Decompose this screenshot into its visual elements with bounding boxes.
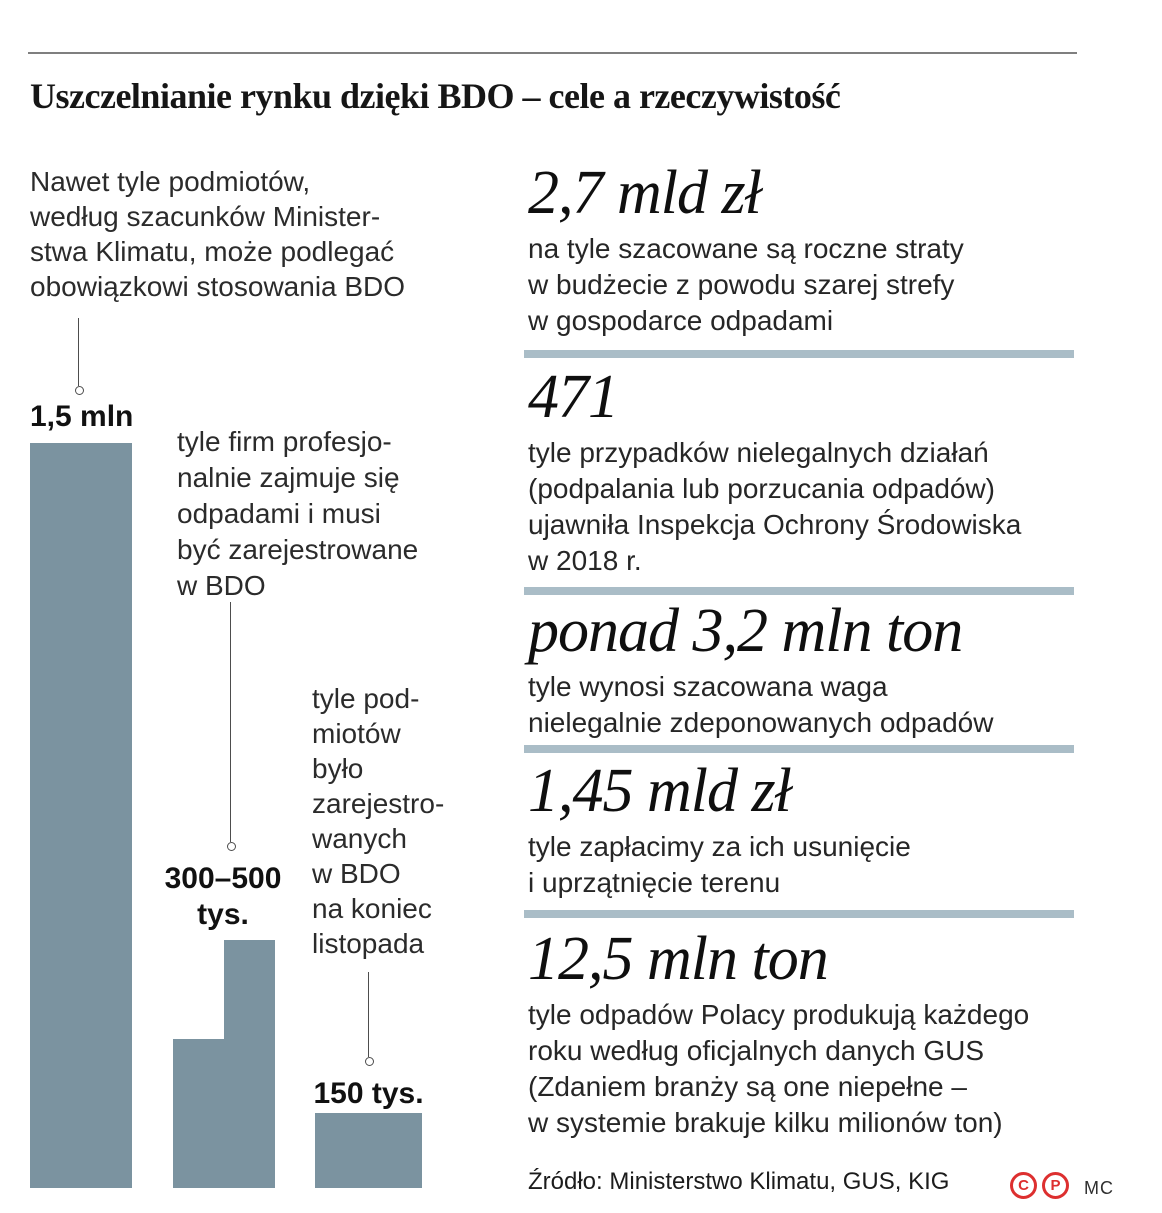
stat-value: 1,45 mld zł	[528, 757, 792, 825]
stat-annual-losses: 2,7 mld zł na tyle szacowane są roczne s…	[528, 162, 1113, 339]
stat-illegal-waste-weight: ponad 3,2 mln ton tyle wynosi szacowana …	[528, 600, 1113, 741]
stat-description: tyle przypadków nielegalnych działań (po…	[528, 437, 1022, 576]
bar-annotation-firms: tyle firm profesjo- nalnie zajmuje się o…	[177, 426, 419, 601]
bar-annotation-estimate: Nawet tyle podmiotów, według szacunków M…	[30, 166, 406, 302]
source-note: Źródło: Ministerstwo Klimatu, GUS, KIG	[528, 1168, 950, 1195]
section-divider	[524, 745, 1074, 753]
page-title: Uszczelnianie rynku dzięki BDO – cele a …	[30, 76, 841, 116]
copyright-icon: C	[1010, 1172, 1037, 1199]
bar-label-1-5-mln: 1,5 mln	[30, 400, 134, 433]
bar-500-tys	[224, 940, 275, 1188]
bar-annotation-registered: tyle pod- miotów było zarejestro- wanych…	[312, 683, 445, 959]
phonogram-icon: P	[1042, 1172, 1069, 1199]
stat-yearly-waste: 12,5 mln ton tyle odpadów Polacy produku…	[528, 928, 1113, 1141]
stat-description: tyle zapłacimy za ich usunięcie i uprząt…	[528, 831, 911, 898]
stat-description: tyle odpadów Polacy produkują każdego ro…	[528, 999, 1030, 1138]
section-divider	[524, 587, 1074, 595]
stat-value: 2,7 mld zł	[528, 159, 762, 227]
bar-150-tys	[315, 1113, 422, 1188]
top-rule	[28, 52, 1077, 54]
stat-illegal-cases: 471 tyle przypadków nielegalnych działań…	[528, 366, 1113, 579]
connector-dot-icon	[74, 386, 84, 395]
bar-300-tys	[173, 1039, 224, 1188]
stat-description: na tyle szacowane są roczne straty w bud…	[528, 233, 964, 336]
connector-dot-icon	[226, 842, 236, 851]
bar-1-5-mln	[30, 443, 132, 1188]
stat-description: tyle wynosi szacowana waga nielegalnie z…	[528, 671, 994, 738]
section-divider	[524, 350, 1074, 358]
stat-value: ponad 3,2 mln ton	[528, 597, 963, 665]
author-credit: MC	[1084, 1178, 1114, 1198]
bar-label-300-500-tys: 300–500 tys.	[164, 862, 282, 931]
bar-label-150-tys: 150 tys.	[313, 1077, 424, 1110]
connector-line-3	[364, 972, 374, 1066]
connector-line-1	[74, 318, 84, 395]
stat-cleanup-cost: 1,45 mld zł tyle zapłacimy za ich usunię…	[528, 760, 1113, 901]
stat-value: 471	[528, 363, 619, 431]
connector-line-2	[226, 602, 236, 851]
section-divider	[524, 910, 1074, 918]
connector-dot-icon	[364, 1057, 374, 1066]
stat-value: 12,5 mln ton	[528, 925, 829, 993]
